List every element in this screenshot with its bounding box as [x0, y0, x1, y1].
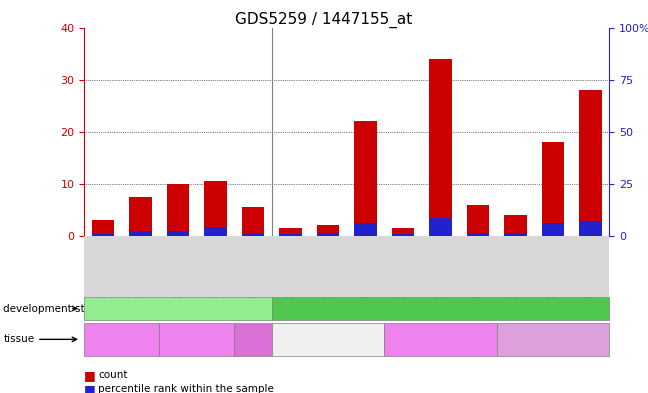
Bar [129, 231, 152, 236]
Text: count: count [98, 370, 128, 380]
Bar [279, 228, 302, 236]
Bar [579, 90, 601, 236]
Bar [92, 234, 114, 236]
Bar [204, 228, 227, 236]
Bar [167, 184, 189, 236]
Bar [467, 204, 489, 236]
Bar [167, 231, 189, 236]
Text: neocortex: neocortex [305, 335, 351, 344]
Bar [92, 220, 114, 236]
Bar [467, 233, 489, 236]
Bar [504, 215, 527, 236]
Text: ■: ■ [84, 382, 96, 393]
Text: striatum: striatum [421, 335, 459, 344]
Bar [129, 197, 152, 236]
Bar [279, 234, 302, 236]
Bar [429, 59, 452, 236]
Bar [317, 225, 339, 236]
Text: embryonic day E14.5: embryonic day E14.5 [119, 303, 237, 314]
Bar [242, 233, 264, 236]
Bar [542, 223, 564, 236]
Text: ventral
forebrain: ventral forebrain [176, 330, 217, 349]
Text: adult: adult [426, 303, 455, 314]
Bar [317, 233, 339, 236]
Bar [242, 207, 264, 236]
Bar [354, 223, 376, 236]
Bar [579, 221, 601, 236]
Bar [504, 233, 527, 236]
Text: spinal
cord: spinal cord [240, 330, 266, 349]
Text: development stage: development stage [3, 303, 104, 314]
Bar [354, 121, 376, 236]
Text: ■: ■ [84, 369, 96, 382]
Bar [391, 234, 414, 236]
Bar [204, 181, 227, 236]
Bar [542, 142, 564, 236]
Bar [391, 228, 414, 236]
Text: tissue: tissue [3, 334, 34, 344]
Text: GDS5259 / 1447155_at: GDS5259 / 1447155_at [235, 12, 413, 28]
Text: dorsal
forebrain: dorsal forebrain [101, 330, 143, 349]
Text: percentile rank within the sample: percentile rank within the sample [98, 384, 274, 393]
Bar [429, 218, 452, 236]
Text: subventricular zone: subventricular zone [508, 335, 598, 344]
